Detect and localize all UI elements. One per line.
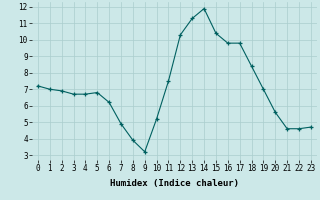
X-axis label: Humidex (Indice chaleur): Humidex (Indice chaleur) (110, 179, 239, 188)
